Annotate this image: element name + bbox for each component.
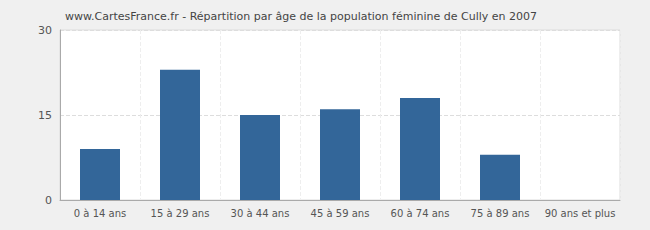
svg-text:30 à 44 ans: 30 à 44 ans bbox=[231, 208, 290, 219]
svg-text:30: 30 bbox=[38, 24, 52, 37]
svg-text:www.CartesFrance.fr - Répartit: www.CartesFrance.fr - Répartition par âg… bbox=[65, 10, 537, 23]
svg-text:0: 0 bbox=[45, 194, 52, 207]
svg-text:0 à 14 ans: 0 à 14 ans bbox=[74, 208, 126, 219]
svg-text:45 à 59 ans: 45 à 59 ans bbox=[311, 208, 370, 219]
svg-text:60 à 74 ans: 60 à 74 ans bbox=[391, 208, 450, 219]
svg-text:75 à 89 ans: 75 à 89 ans bbox=[471, 208, 530, 219]
svg-text:15 à 29 ans: 15 à 29 ans bbox=[151, 208, 210, 219]
svg-text:15: 15 bbox=[38, 109, 52, 122]
svg-text:90 ans et plus: 90 ans et plus bbox=[545, 208, 616, 219]
